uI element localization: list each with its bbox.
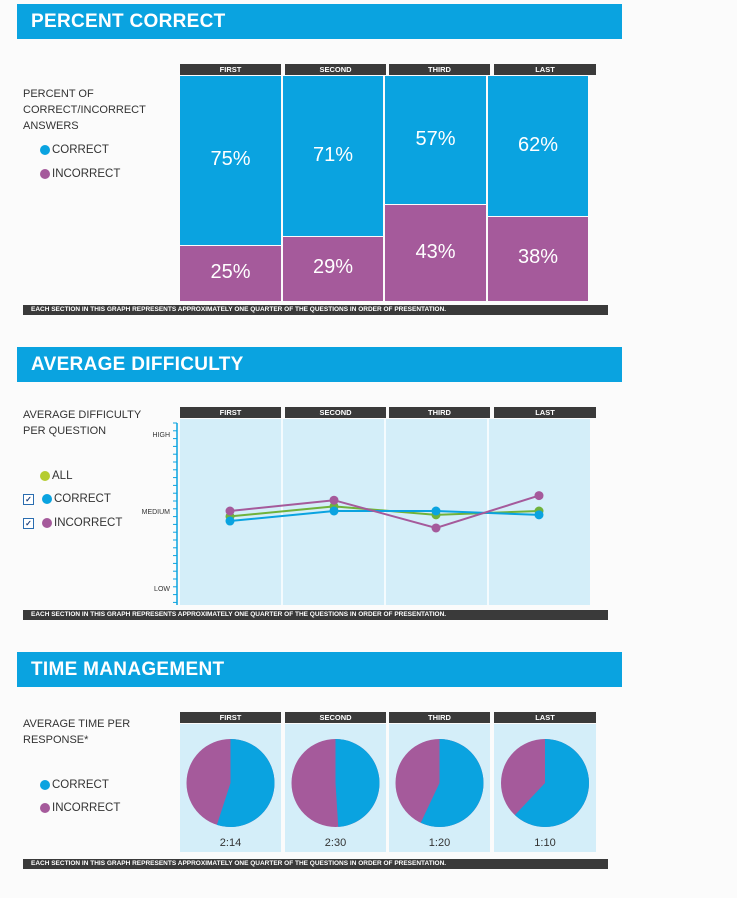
side-label-line: CORRECT/INCORRECT: [23, 104, 146, 116]
time-label-last: 1:10: [534, 837, 556, 849]
legend-label: INCORRECT: [52, 168, 121, 180]
side-label-line: PERCENT OF: [23, 88, 94, 100]
bar-correct-second: [283, 76, 383, 236]
side-label-line: AVERAGE DIFFICULTY: [23, 409, 142, 421]
time-management-side-label: AVERAGE TIME PER RESPONSE*: [23, 716, 130, 748]
col-head-last: LAST: [494, 712, 596, 723]
value-label-correct: 62%: [517, 133, 559, 156]
time-label-first: 2:14: [219, 837, 242, 849]
legend-label: INCORRECT: [52, 802, 121, 814]
legend-all: ALL: [40, 470, 72, 482]
col-head-second: SECOND: [285, 712, 386, 723]
incorrect-checkbox[interactable]: ✓: [23, 517, 34, 529]
legend-label: ALL: [52, 470, 73, 482]
side-label-line: PER QUESTION: [23, 425, 107, 437]
correct-legend-dot-icon: [40, 145, 50, 155]
value-label-correct: 57%: [415, 128, 456, 151]
time-label-third: 1:20: [428, 837, 451, 849]
col-head-first: FIRST: [180, 64, 281, 75]
bar-correct-last: [488, 76, 588, 216]
incorrect-legend-dot-icon: [40, 803, 50, 813]
all-legend-dot-icon: [40, 471, 50, 481]
legend-correct: CORRECT: [40, 779, 109, 791]
side-label-line: RESPONSE*: [23, 734, 89, 746]
percent-correct-side-label: PERCENT OF CORRECT/INCORRECT ANSWERS: [23, 86, 146, 134]
col-head-first: FIRST: [180, 407, 281, 418]
legend-incorrect: INCORRECT: [40, 802, 120, 814]
side-label-line: ANSWERS: [23, 120, 79, 132]
value-label-incorrect: 25%: [210, 260, 251, 283]
correct-checkbox[interactable]: ✓: [23, 493, 34, 505]
bar-incorrect-second: [283, 236, 383, 301]
bar-correct-first: [180, 76, 281, 245]
side-label-line: AVERAGE TIME PER: [23, 718, 131, 730]
time-label-second: 2:30: [324, 837, 347, 849]
percent-correct-header: PERCENT CORRECT: [17, 4, 622, 39]
pie-slice-correct: [335, 739, 380, 827]
col-head-last: LAST: [494, 407, 596, 418]
legend-label: CORRECT: [52, 144, 109, 156]
avg-difficulty-side-label: AVERAGE DIFFICULTY PER QUESTION: [23, 407, 141, 439]
legend-correct-toggle[interactable]: ✓ CORRECT: [23, 493, 111, 505]
pie-slice-correct: [514, 739, 590, 828]
time-management-header: TIME MANAGEMENT: [17, 652, 622, 687]
incorrect-legend-dot-icon: [40, 169, 50, 179]
col-head-second: SECOND: [285, 64, 386, 75]
bar-incorrect-third: [385, 205, 486, 301]
col-head-third: THIRD: [389, 712, 490, 723]
time-management-footnote: EACH SECTION IN THIS GRAPH REPRESENTS AP…: [23, 859, 608, 869]
legend-incorrect-toggle[interactable]: ✓ INCORRECT: [23, 517, 122, 529]
pie-slice-correct: [216, 739, 275, 828]
incorrect-legend-dot-icon: [42, 518, 52, 528]
avg-difficulty-header: AVERAGE DIFFICULTY: [17, 347, 622, 382]
pie-slice-correct: [420, 739, 484, 827]
bar-incorrect-last: [488, 216, 588, 301]
legend-label: CORRECT: [54, 493, 111, 505]
correct-legend-dot-icon: [42, 494, 52, 504]
col-head-last: LAST: [494, 64, 596, 75]
value-label-incorrect: 29%: [312, 256, 354, 279]
col-head-second: SECOND: [285, 407, 386, 418]
percent-correct-footnote: EACH SECTION IN THIS GRAPH REPRESENTS AP…: [23, 305, 608, 315]
legend-incorrect: INCORRECT: [40, 168, 120, 180]
legend-label: CORRECT: [52, 779, 109, 791]
avg-difficulty-footnote: EACH SECTION IN THIS GRAPH REPRESENTS AP…: [23, 610, 608, 620]
legend-label: INCORRECT: [54, 517, 123, 529]
value-label-incorrect: 43%: [415, 240, 456, 263]
value-label-correct: 71%: [312, 143, 354, 166]
col-head-third: THIRD: [389, 407, 490, 418]
col-head-first: FIRST: [180, 712, 281, 723]
bar-incorrect-first: [180, 245, 281, 301]
legend-correct: CORRECT: [40, 144, 109, 156]
bar-correct-third: [385, 76, 486, 205]
value-label-incorrect: 38%: [517, 246, 559, 269]
value-label-correct: 75%: [210, 148, 251, 171]
correct-legend-dot-icon: [40, 780, 50, 790]
col-head-third: THIRD: [389, 64, 490, 75]
